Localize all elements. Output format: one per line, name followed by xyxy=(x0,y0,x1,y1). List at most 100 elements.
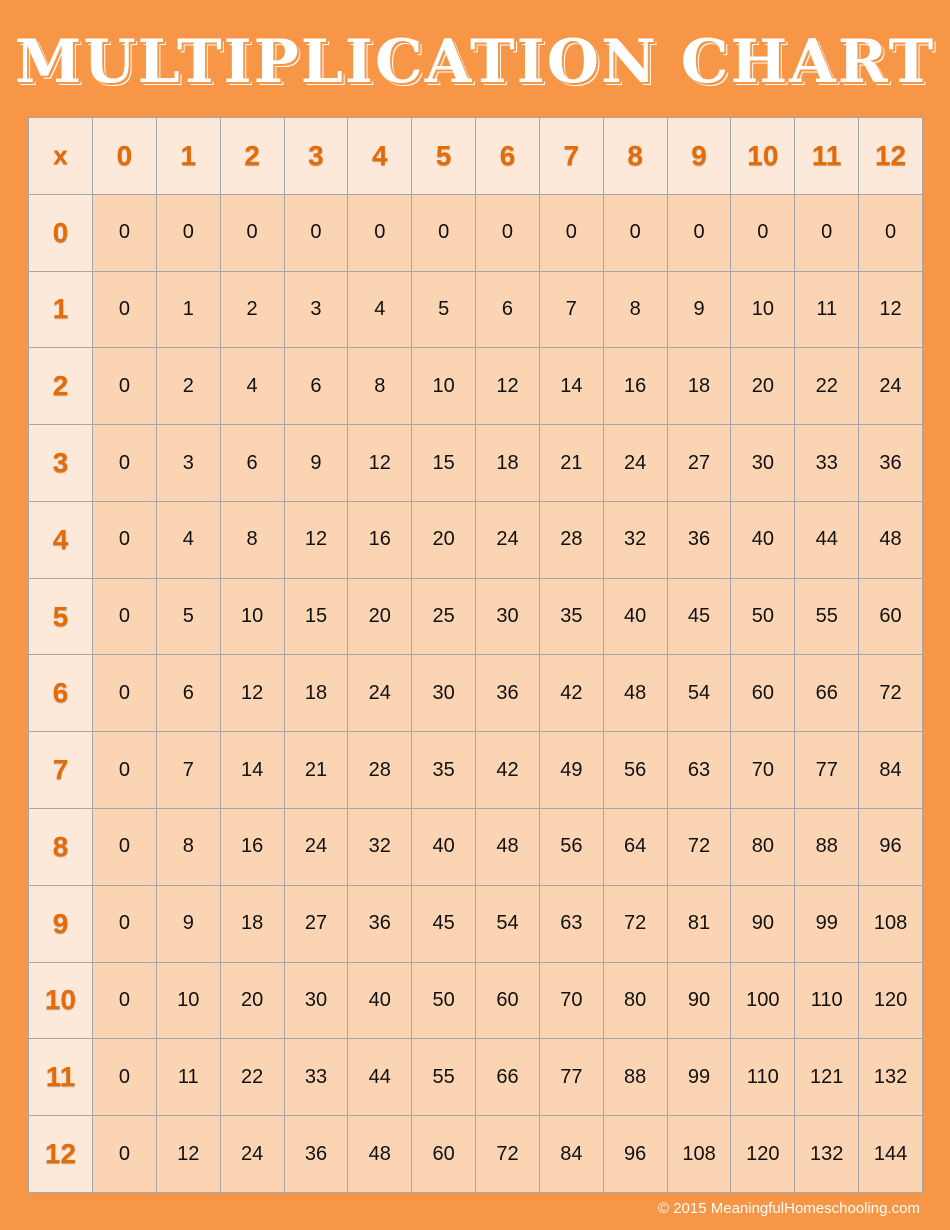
product-cell: 90 xyxy=(666,961,732,1040)
product-cell: 5 xyxy=(155,577,221,656)
product-cell: 22 xyxy=(219,1038,285,1117)
product-cell: 0 xyxy=(283,193,349,272)
product-cell: 0 xyxy=(475,193,540,272)
product-cell: 27 xyxy=(666,424,732,502)
product-cell: 40 xyxy=(730,500,796,579)
product-cell: 63 xyxy=(666,731,732,810)
product-cell: 16 xyxy=(347,500,413,579)
product-cell: 0 xyxy=(858,193,923,272)
product-cell: 10 xyxy=(219,577,285,656)
product-cell: 99 xyxy=(666,1038,732,1117)
column-header: 6 xyxy=(475,117,540,195)
product-cell: 99 xyxy=(794,884,860,963)
product-cell: 42 xyxy=(475,731,540,810)
header-row: x 0 1 2 3 4 5 6 7 8 9 10 11 12 xyxy=(28,117,923,195)
table-row: 10 0 10 20 30 40 50 60 70 80 90 100 110 120 xyxy=(28,961,923,1040)
product-cell: 48 xyxy=(602,654,668,733)
product-cell: 110 xyxy=(730,1038,796,1117)
row-header: 9 xyxy=(28,884,93,963)
product-cell: 22 xyxy=(794,347,860,426)
product-cell: 60 xyxy=(475,961,540,1040)
product-cell: 8 xyxy=(602,270,668,349)
page-title: MULTIPLICATION CHART xyxy=(14,27,936,97)
product-cell: 88 xyxy=(602,1038,668,1117)
product-cell: 70 xyxy=(538,961,604,1040)
column-header: 0 xyxy=(92,117,157,195)
product-cell: 48 xyxy=(347,1115,413,1193)
row-header: 1 xyxy=(28,270,93,349)
product-cell: 21 xyxy=(538,424,604,502)
row-header: 6 xyxy=(28,654,93,733)
product-cell: 48 xyxy=(858,500,923,579)
copyright-footer: © 2015 MeaningfulHomeschooling.com xyxy=(657,1200,920,1217)
product-cell: 20 xyxy=(411,500,477,579)
product-cell: 0 xyxy=(666,193,732,272)
product-cell: 24 xyxy=(219,1115,285,1193)
product-cell: 6 xyxy=(475,270,540,349)
product-cell: 64 xyxy=(602,808,668,886)
product-cell: 36 xyxy=(475,654,540,733)
product-cell: 100 xyxy=(730,961,796,1040)
table-row: 9 0 9 18 27 36 45 54 63 72 81 90 99 108 xyxy=(28,884,923,963)
row-header: 0 xyxy=(28,193,93,272)
product-cell: 0 xyxy=(602,193,668,272)
row-header: 3 xyxy=(28,424,93,502)
row-header: 2 xyxy=(28,347,93,426)
product-cell: 32 xyxy=(347,808,413,886)
product-cell: 110 xyxy=(794,961,860,1040)
product-cell: 24 xyxy=(475,500,540,579)
product-cell: 0 xyxy=(92,1115,157,1193)
product-cell: 35 xyxy=(411,731,477,810)
column-header: 9 xyxy=(666,117,732,195)
product-cell: 14 xyxy=(219,731,285,810)
row-header: 10 xyxy=(28,961,93,1040)
product-cell: 18 xyxy=(219,884,285,963)
product-cell: 60 xyxy=(858,577,923,656)
product-cell: 80 xyxy=(602,961,668,1040)
product-cell: 12 xyxy=(858,270,923,349)
product-cell: 72 xyxy=(602,884,668,963)
product-cell: 28 xyxy=(347,731,413,810)
product-cell: 96 xyxy=(858,808,923,886)
product-cell: 60 xyxy=(730,654,796,733)
product-cell: 66 xyxy=(794,654,860,733)
product-cell: 20 xyxy=(730,347,796,426)
product-cell: 6 xyxy=(155,654,221,733)
column-header: 12 xyxy=(858,117,923,195)
product-cell: 0 xyxy=(219,193,285,272)
product-cell: 49 xyxy=(538,731,604,810)
product-cell: 0 xyxy=(92,1038,157,1117)
product-cell: 7 xyxy=(538,270,604,349)
product-cell: 0 xyxy=(92,270,157,349)
product-cell: 72 xyxy=(666,808,732,886)
product-cell: 132 xyxy=(858,1038,923,1117)
column-header: 10 xyxy=(730,117,796,195)
product-cell: 6 xyxy=(219,424,285,502)
column-header: 4 xyxy=(347,117,413,195)
product-cell: 88 xyxy=(794,808,860,886)
product-cell: 10 xyxy=(730,270,796,349)
product-cell: 36 xyxy=(666,500,732,579)
column-header: 1 xyxy=(155,117,221,195)
product-cell: 0 xyxy=(92,961,157,1040)
product-cell: 30 xyxy=(283,961,349,1040)
product-cell: 0 xyxy=(347,193,413,272)
product-cell: 16 xyxy=(602,347,668,426)
product-cell: 0 xyxy=(92,193,157,272)
product-cell: 21 xyxy=(283,731,349,810)
product-cell: 108 xyxy=(858,884,923,963)
product-cell: 18 xyxy=(666,347,732,426)
product-cell: 77 xyxy=(794,731,860,810)
product-cell: 33 xyxy=(794,424,860,502)
product-cell: 0 xyxy=(92,424,157,502)
product-cell: 11 xyxy=(794,270,860,349)
product-cell: 5 xyxy=(411,270,477,349)
table-row: 11 0 11 22 33 44 55 66 77 88 99 110 121 132 xyxy=(28,1038,923,1117)
product-cell: 48 xyxy=(475,808,540,886)
product-cell: 80 xyxy=(730,808,796,886)
product-cell: 40 xyxy=(602,577,668,656)
product-cell: 36 xyxy=(283,1115,349,1193)
column-header: 7 xyxy=(538,117,604,195)
column-header: 11 xyxy=(794,117,860,195)
row-header: 8 xyxy=(28,808,93,886)
